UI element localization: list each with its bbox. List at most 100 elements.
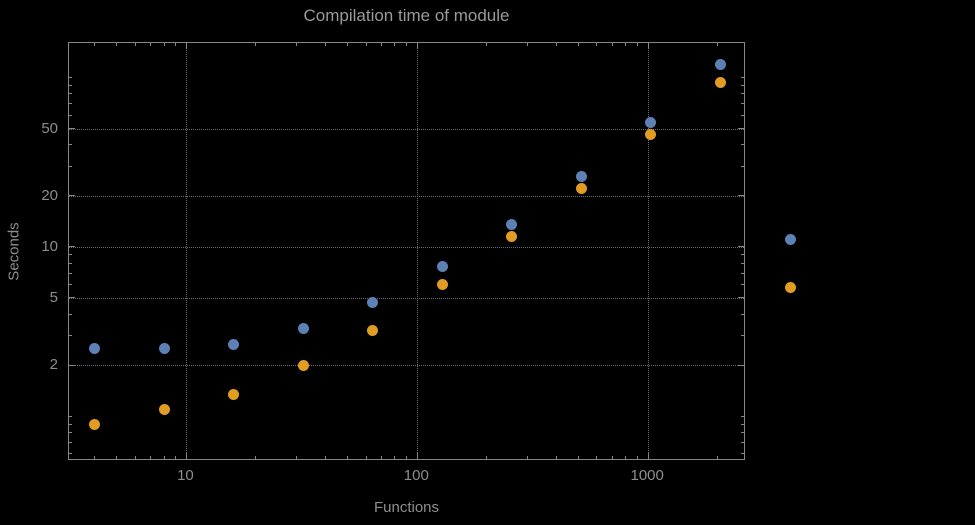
data-point-series-orange [297, 359, 309, 371]
y-tick-mark [741, 442, 744, 444]
x-tick-mark [596, 43, 598, 46]
y-gridline [69, 128, 744, 130]
data-point-series-blue [645, 117, 657, 129]
x-tick-mark [134, 456, 136, 459]
x-tick-mark [647, 453, 649, 459]
y-tick-mark [741, 84, 744, 86]
x-gridline [648, 43, 650, 459]
x-tick-mark [486, 43, 488, 46]
x-tick-mark [175, 456, 177, 459]
legend-marker-series-blue [785, 234, 796, 245]
y-tick-mark [69, 128, 75, 130]
y-tick-mark [738, 364, 744, 366]
y-gridline [69, 365, 744, 367]
x-tick-mark [365, 43, 367, 46]
x-tick-mark [175, 43, 177, 46]
x-tick-mark [94, 43, 96, 46]
data-point-series-blue [158, 343, 170, 355]
y-tick-mark [741, 77, 744, 79]
x-tick-mark [526, 43, 528, 46]
y-tick-mark [69, 335, 72, 337]
y-tick-mark [69, 144, 72, 146]
y-tick-mark [69, 432, 72, 434]
x-tick-mark [381, 456, 383, 459]
data-point-series-orange [436, 279, 448, 291]
x-tick-mark [347, 43, 349, 46]
x-tick-label: 10 [177, 467, 194, 484]
data-point-series-blue [506, 219, 518, 231]
x-tick-mark [324, 456, 326, 459]
data-point-series-orange [228, 388, 240, 400]
x-gridline [417, 43, 419, 459]
y-tick-mark [69, 262, 72, 264]
data-point-series-orange [575, 183, 587, 195]
y-tick-mark [69, 453, 72, 455]
y-tick-mark [69, 165, 72, 167]
chart-title: Compilation time of module [303, 6, 510, 25]
data-point-series-blue [367, 297, 379, 308]
y-tick-mark [741, 284, 744, 286]
x-tick-mark [406, 43, 408, 46]
data-point-series-orange [367, 325, 379, 337]
y-gridline [69, 246, 744, 248]
y-tick-mark [741, 114, 744, 116]
x-tick-label: 1000 [630, 467, 664, 484]
y-tick-mark [69, 195, 75, 197]
x-tick-mark [611, 456, 613, 459]
x-tick-mark [578, 456, 580, 459]
y-tick-mark [741, 335, 744, 337]
x-tick-mark [555, 43, 557, 46]
y-tick-mark [69, 284, 72, 286]
y-tick-mark [69, 93, 72, 95]
x-tick-mark [185, 43, 187, 49]
data-point-series-orange [506, 231, 518, 243]
x-tick-label: 100 [403, 467, 429, 484]
x-tick-mark [637, 43, 639, 46]
y-tick-mark [738, 195, 744, 197]
x-tick-mark [150, 456, 152, 459]
y-tick-mark [741, 254, 744, 256]
x-tick-mark [347, 456, 349, 459]
x-tick-mark [717, 43, 719, 46]
plot-area [68, 42, 745, 460]
y-tick-mark [741, 165, 744, 167]
x-tick-mark [416, 453, 418, 459]
y-tick-mark [738, 246, 744, 248]
x-tick-mark [163, 456, 165, 459]
y-tick-mark [741, 103, 744, 105]
x-tick-mark [381, 43, 383, 46]
x-tick-mark [150, 43, 152, 46]
y-tick-mark [741, 93, 744, 95]
x-tick-mark [324, 43, 326, 46]
x-tick-mark [116, 43, 118, 46]
y-tick-mark [741, 453, 744, 455]
y-tick-mark [741, 144, 744, 146]
y-tick-label: 10 [41, 237, 58, 255]
y-tick-label: 50 [41, 119, 58, 137]
data-point-series-blue [228, 339, 240, 351]
data-point-series-blue [297, 323, 309, 335]
x-tick-mark [255, 43, 257, 46]
y-tick-label: 5 [49, 288, 58, 306]
y-tick-mark [69, 423, 72, 425]
y-tick-mark [69, 84, 72, 86]
y-tick-mark [741, 415, 744, 417]
y-tick-mark [69, 297, 75, 299]
data-point-series-orange [645, 129, 657, 141]
y-tick-mark [69, 114, 72, 116]
y-tick-mark [741, 313, 744, 315]
x-tick-mark [416, 43, 418, 49]
y-tick-label: 2 [49, 356, 58, 374]
y-tick-mark [69, 272, 72, 274]
y-tick-mark [69, 442, 72, 444]
data-point-series-blue [89, 343, 101, 355]
data-point-series-blue [436, 260, 448, 272]
y-tick-mark [738, 128, 744, 130]
x-tick-mark [717, 456, 719, 459]
x-tick-mark [596, 456, 598, 459]
legend-marker-series-orange [785, 282, 796, 293]
x-tick-mark [637, 456, 639, 459]
x-tick-mark [625, 43, 627, 46]
x-tick-mark [163, 43, 165, 46]
